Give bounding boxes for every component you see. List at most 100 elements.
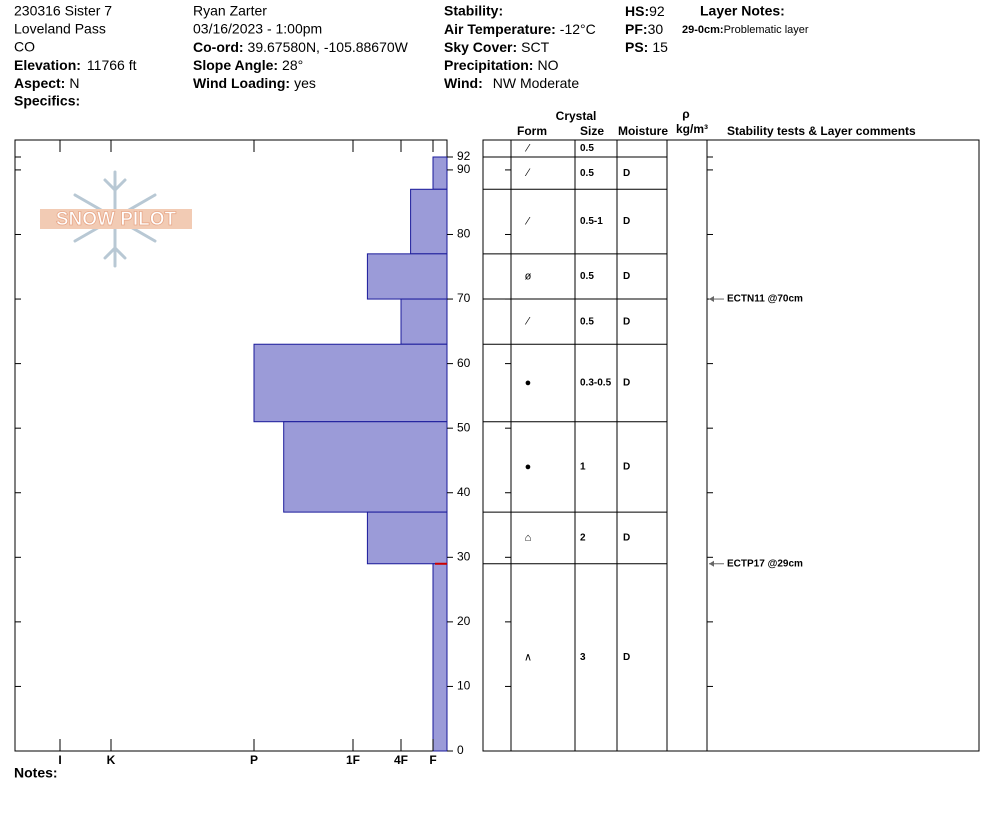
header-density: ρ <box>682 107 689 121</box>
datetime: 03/16/2023 - 1:00pm <box>193 21 322 37</box>
header-crystal: Crystal <box>556 109 597 123</box>
value: NW Moderate <box>493 75 580 91</box>
value: 28° <box>282 57 303 73</box>
header-comments: Stability tests & Layer comments <box>727 124 916 138</box>
slope-angle: Slope Angle: 28° <box>193 57 303 73</box>
value: 11766 ft <box>87 57 137 73</box>
hs: HS:92 <box>625 3 665 19</box>
y-tick-label: 80 <box>457 227 471 241</box>
pf: PF:30 <box>625 21 663 37</box>
grain-form: ⁄ <box>524 316 531 328</box>
notes: Notes: <box>14 765 58 781</box>
aspect: Aspect: N <box>14 75 79 91</box>
layer-notes-title: Layer Notes: <box>700 3 785 19</box>
moisture: D <box>623 271 630 282</box>
moisture: D <box>623 652 630 663</box>
moisture: D <box>623 533 630 544</box>
moisture: D <box>623 378 630 389</box>
x-tick-label: K <box>107 753 116 767</box>
stability: Stability: <box>444 3 503 19</box>
hardness-bar <box>400 298 448 345</box>
table-frame <box>482 139 980 752</box>
layer-note: 29-0cm:Problematic layer <box>682 24 809 36</box>
grain-form: ⌂ <box>525 532 532 544</box>
value: yes <box>294 75 316 91</box>
observer: Ryan Zarter <box>193 3 267 19</box>
x-tick-label: I <box>58 753 61 767</box>
grain-form: ⁄ <box>524 215 531 227</box>
value: -12°C <box>560 21 596 37</box>
header-moisture: Moisture <box>618 124 668 138</box>
label: PS: <box>625 39 648 55</box>
grain-size: 2 <box>580 533 586 544</box>
header-form: Form <box>517 124 547 138</box>
y-tick-label: 92 <box>457 149 471 163</box>
grain-size: 0.5 <box>580 271 594 282</box>
grain-size: 0.5 <box>580 316 594 327</box>
hardness-bar <box>283 421 448 513</box>
label: Co-ord: <box>193 39 244 55</box>
x-tick-label: P <box>250 753 258 767</box>
y-tick-label: 50 <box>457 420 471 434</box>
hardness-bar <box>366 511 448 565</box>
label: Air Temperature: <box>444 21 556 37</box>
grain-size: 0.5 <box>580 168 594 179</box>
x-tick-label: 4F <box>394 753 408 767</box>
label: Sky Cover: <box>444 39 517 55</box>
test-arrow-head <box>709 560 714 567</box>
value: 15 <box>652 39 668 55</box>
state: CO <box>14 39 35 55</box>
note: Problematic layer <box>724 24 809 36</box>
header-size: Size <box>580 124 604 138</box>
moisture: D <box>623 168 630 179</box>
hardness-bar <box>432 563 448 752</box>
hardness-bar <box>410 188 448 255</box>
grain-form: ø <box>525 270 532 282</box>
test-label: ECTP17 @29cm <box>727 558 803 569</box>
value: SCT <box>521 39 549 55</box>
logo-text: SNOW PILOT <box>56 209 177 230</box>
y-tick-label: 60 <box>457 356 471 370</box>
hardness-bar <box>366 253 448 300</box>
specifics: Specifics: <box>14 93 80 109</box>
value: 39.67580N, -105.88670W <box>248 39 409 55</box>
grain-form: ⁄ <box>524 167 531 179</box>
grain-form: ∧ <box>524 651 532 663</box>
moisture: D <box>623 316 630 327</box>
y-tick-label: 0 <box>457 743 464 757</box>
y-tick-label: 10 <box>457 679 471 693</box>
hardness-bar <box>432 156 448 190</box>
moisture: D <box>623 216 630 227</box>
sky-cover: Sky Cover: SCT <box>444 39 550 55</box>
wind-loading: Wind Loading: yes <box>193 75 316 91</box>
label: Precipitation: <box>444 57 533 73</box>
grain-size: 0.5-1 <box>580 216 603 227</box>
moisture: D <box>623 462 630 473</box>
x-tick-label: 1F <box>346 753 360 767</box>
label: Elevation: <box>14 57 81 73</box>
label: HS: <box>625 3 649 19</box>
value: NO <box>537 57 558 73</box>
elevation: Elevation: 11766 ft <box>14 57 137 73</box>
y-tick-label: 20 <box>457 614 471 628</box>
grain-size: 0.3-0.5 <box>580 378 612 389</box>
grain-size: 0.5 <box>580 143 594 154</box>
air-temperature: Air Temperature: -12°C <box>444 21 596 37</box>
label: PF: <box>625 21 648 37</box>
precipitation: Precipitation: NO <box>444 57 559 73</box>
grain-size: 1 <box>580 462 586 473</box>
value: N <box>69 75 79 91</box>
grain-form: ● <box>525 377 532 389</box>
site: 230316 Sister 7 <box>14 3 112 19</box>
header-density-unit: kg/m³ <box>676 122 708 136</box>
coord: Co-ord: 39.67580N, -105.88670W <box>193 39 409 55</box>
value: 30 <box>648 21 664 37</box>
test-arrow-head <box>709 296 714 303</box>
y-tick-label: 30 <box>457 549 471 563</box>
logo-band <box>40 209 192 229</box>
label: Slope Angle: <box>193 57 278 73</box>
y-tick-label: 70 <box>457 291 471 305</box>
label: Aspect: <box>14 75 65 91</box>
ps: PS: 15 <box>625 39 668 55</box>
